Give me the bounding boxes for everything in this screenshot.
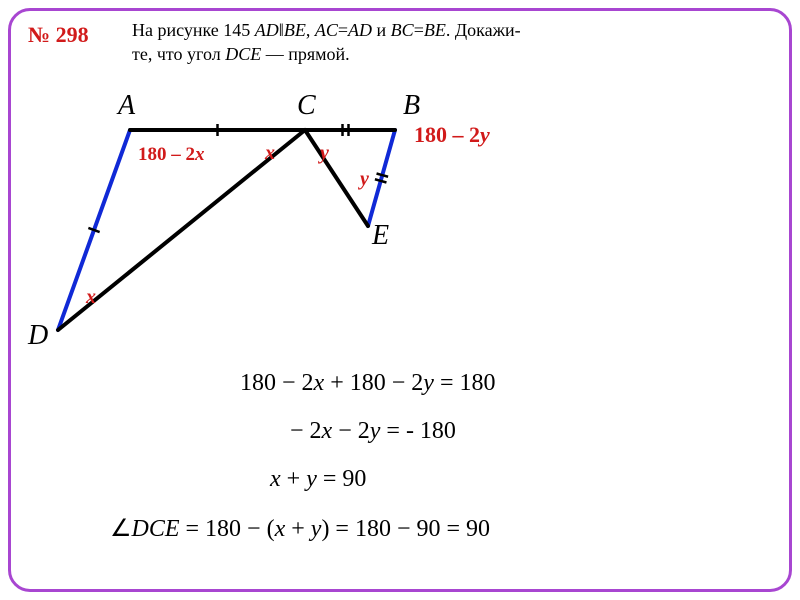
vertex-label-C: C — [297, 90, 316, 122]
angle-label-1: y — [320, 142, 329, 165]
equation-line-1: − 2x − 2y = - 180 — [290, 418, 456, 445]
problem-number: № 298 — [28, 22, 89, 48]
vertex-label-E: E — [372, 220, 389, 252]
problem-text: На рисунке 145 AD‖BE, AC=AD и BC=BE. Док… — [132, 18, 692, 67]
expr-label-1: 180 – 2y — [414, 122, 490, 148]
expr-label-0: 180 – 2x — [138, 144, 205, 166]
vertex-label-D: D — [28, 320, 48, 352]
equation-line-2: x + y = 90 — [270, 466, 366, 493]
angle-label-2: y — [360, 168, 369, 191]
vertex-label-B: B — [403, 90, 420, 122]
angle-label-0: x — [265, 142, 275, 165]
equation-line-0: 180 − 2x + 180 − 2y = 180 — [240, 370, 495, 397]
vertex-label-A: A — [118, 90, 135, 122]
equation-line-3: ∠DCE = 180 − (x + y) = 180 − 90 = 90 — [110, 514, 490, 543]
geometry-diagram: ACBDExyyx180 – 2x180 – 2y — [30, 70, 470, 370]
angle-label-3: x — [86, 286, 96, 309]
